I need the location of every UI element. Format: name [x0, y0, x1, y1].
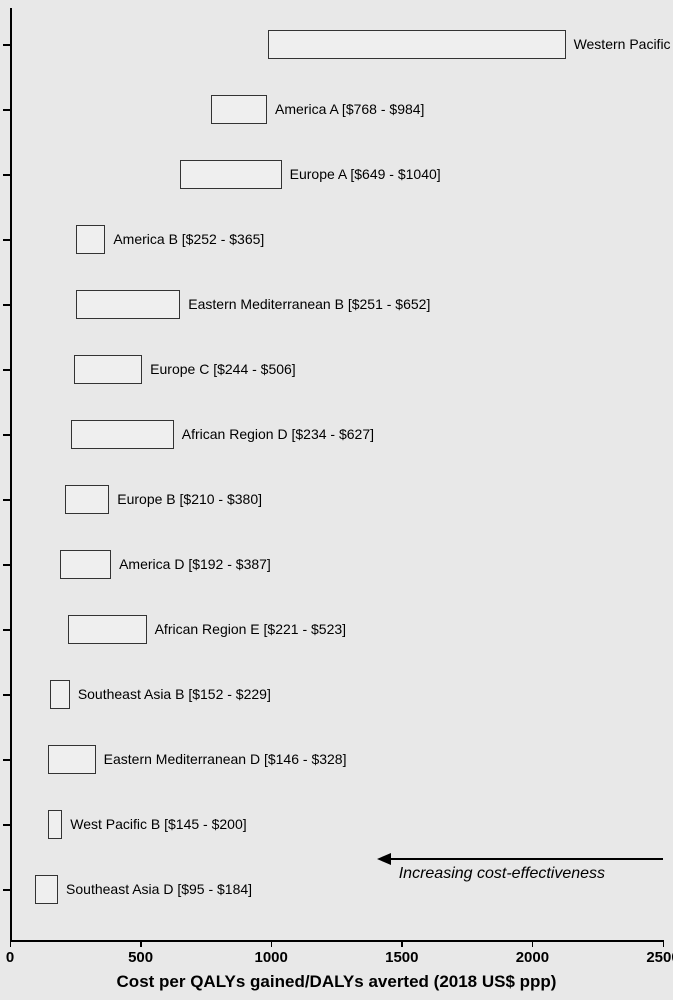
range-bar-label: Eastern Mediterranean B [$251 - $652] — [188, 296, 430, 312]
y-tick — [3, 759, 10, 761]
x-axis-title: Cost per QALYs gained/DALYs averted (201… — [10, 972, 663, 992]
range-bar-label: America B [$252 - $365] — [113, 231, 264, 247]
range-bar — [211, 95, 267, 124]
range-bar-label: African Region D [$234 - $627] — [182, 426, 374, 442]
y-axis — [10, 8, 12, 940]
x-tick — [271, 940, 273, 947]
range-bar — [35, 875, 58, 904]
y-tick — [3, 629, 10, 631]
x-tick — [140, 940, 142, 947]
x-tick — [401, 940, 403, 947]
range-bar — [76, 225, 106, 254]
range-bar-label: Southeast Asia D [$95 - $184] — [66, 881, 252, 897]
x-tick — [10, 940, 12, 947]
range-bar-label: Southeast Asia B [$152 - $229] — [78, 686, 271, 702]
range-bar-label: West Pacific B [$145 - $200] — [70, 816, 246, 832]
range-bar — [68, 615, 147, 644]
x-tick — [663, 940, 665, 947]
range-bar — [48, 745, 96, 774]
range-bar — [50, 680, 70, 709]
range-bar — [65, 485, 109, 514]
arrow-head-icon — [377, 853, 391, 865]
range-bar-label: Europe A [$649 - $1040] — [290, 166, 441, 182]
arrow-caption: Increasing cost-effectiveness — [399, 865, 605, 883]
y-tick — [3, 824, 10, 826]
range-bar-label: America D [$192 - $387] — [119, 556, 271, 572]
y-tick — [3, 239, 10, 241]
y-tick — [3, 109, 10, 111]
x-tick-label: 1000 — [255, 949, 288, 966]
y-tick — [3, 369, 10, 371]
y-tick — [3, 499, 10, 501]
x-tick-label: 500 — [128, 949, 153, 966]
x-tick — [532, 940, 534, 947]
x-tick-label: 2500 — [646, 949, 673, 966]
x-tick-label: 0 — [6, 949, 14, 966]
cost-effectiveness-chart: Cost per QALYs gained/DALYs averted (201… — [0, 0, 673, 1000]
range-bar-label: Europe C [$244 - $506] — [150, 361, 296, 377]
range-bar-label: Europe B [$210 - $380] — [117, 491, 262, 507]
range-bar — [180, 160, 282, 189]
x-tick-label: 1500 — [385, 949, 418, 966]
range-bar — [74, 355, 142, 384]
range-bar — [71, 420, 174, 449]
y-tick — [3, 434, 10, 436]
arrow-line — [389, 858, 663, 860]
range-bar-label: Western Pacific A [$987 - $2127] — [574, 36, 673, 52]
y-tick — [3, 44, 10, 46]
range-bar — [60, 550, 111, 579]
y-tick — [3, 564, 10, 566]
range-bar — [268, 30, 566, 59]
y-tick — [3, 889, 10, 891]
range-bar — [48, 810, 62, 839]
y-tick — [3, 174, 10, 176]
x-axis — [10, 940, 663, 942]
range-bar — [76, 290, 181, 319]
range-bar-label: Eastern Mediterranean D [$146 - $328] — [104, 751, 347, 767]
y-tick — [3, 694, 10, 696]
plot-area — [10, 8, 663, 940]
range-bar-label: African Region E [$221 - $523] — [155, 621, 346, 637]
range-bar-label: America A [$768 - $984] — [275, 101, 424, 117]
y-tick — [3, 304, 10, 306]
x-tick-label: 2000 — [516, 949, 549, 966]
